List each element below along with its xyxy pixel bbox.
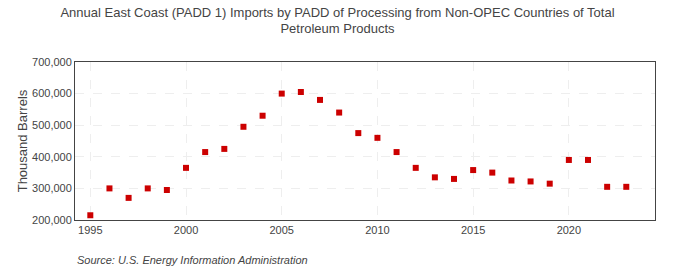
svg-text:2015: 2015 — [461, 224, 485, 236]
svg-text:Source: U.S. Energy Informatio: Source: U.S. Energy Information Administ… — [77, 254, 308, 266]
svg-text:1995: 1995 — [78, 224, 102, 236]
svg-text:400,000: 400,000 — [32, 151, 72, 163]
svg-text:600,000: 600,000 — [32, 87, 72, 99]
svg-text:2005: 2005 — [269, 224, 293, 236]
svg-text:300,000: 300,000 — [32, 182, 72, 194]
svg-text:2000: 2000 — [174, 224, 198, 236]
svg-text:2010: 2010 — [365, 224, 389, 236]
svg-text:700,000: 700,000 — [32, 56, 72, 68]
svg-text:500,000: 500,000 — [32, 119, 72, 131]
svg-text:200,000: 200,000 — [32, 214, 72, 226]
svg-text:Annual East Coast (PADD 1) Imp: Annual East Coast (PADD 1) Imports by PA… — [60, 5, 614, 37]
svg-text:2020: 2020 — [557, 224, 581, 236]
svg-text:Thousand Barrels: Thousand Barrels — [15, 89, 30, 192]
